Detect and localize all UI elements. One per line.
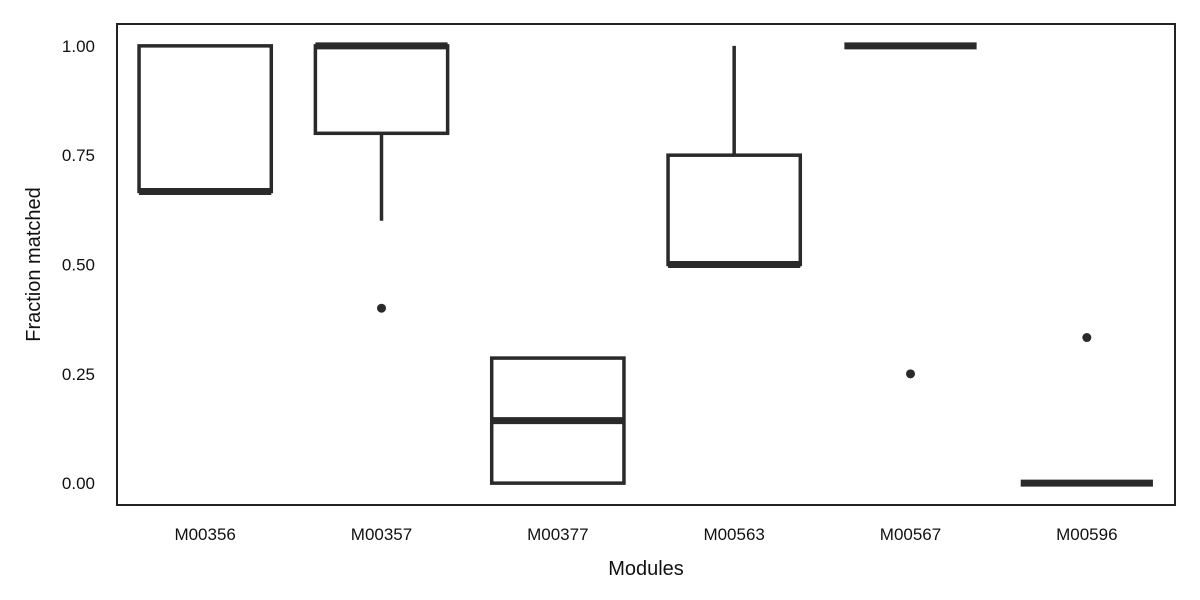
x-tick-label: M00596 <box>1056 525 1117 544</box>
outlier-point <box>1082 333 1092 343</box>
y-tick-label: 0.00 <box>62 474 95 493</box>
y-tick-label: 0.25 <box>62 365 95 384</box>
box-group-M00377 <box>489 356 626 485</box>
x-tick-label: M00357 <box>351 525 412 544</box>
x-tick-label: M00356 <box>174 525 235 544</box>
y-tick-label: 0.75 <box>62 146 95 165</box>
y-axis-label: Fraction matched <box>23 187 45 342</box>
outlier-point <box>906 369 915 379</box>
x-tick-label: M00563 <box>703 525 764 544</box>
box-group-M00596 <box>1020 333 1153 487</box>
x-axis-label: Modules <box>608 558 684 580</box>
plot-frame <box>116 23 1176 506</box>
plot-area <box>137 42 1153 487</box>
x-tick-label: M00377 <box>527 525 588 544</box>
y-tick-label: 1.00 <box>62 37 95 56</box>
box-group-M00563 <box>666 45 803 268</box>
x-tick-label: M00567 <box>880 525 941 544</box>
box-group-M00567 <box>844 42 977 379</box>
y-axis-ticks: 0.00 0.25 0.50 0.75 1.00 <box>62 37 95 493</box>
box-iqr <box>666 153 803 267</box>
y-tick-label: 0.50 <box>62 256 95 275</box>
box-iqr <box>313 44 450 136</box>
box-group-M00357 <box>313 42 450 313</box>
x-axis-ticks: M00356 M00357 M00377 M00563 M00567 M00596 <box>174 525 1117 544</box>
box-iqr <box>137 44 274 194</box>
box-group-M00356 <box>137 44 274 195</box>
outlier-point <box>377 303 386 313</box>
